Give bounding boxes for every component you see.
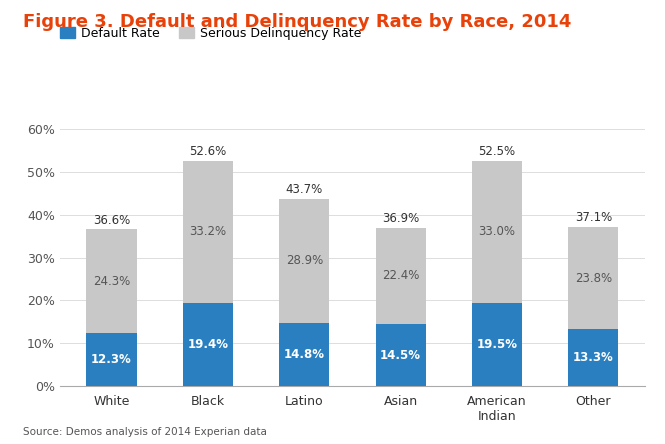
Text: 14.8%: 14.8% xyxy=(284,348,325,361)
Text: 23.8%: 23.8% xyxy=(575,272,612,285)
Bar xyxy=(569,329,618,386)
Bar xyxy=(279,323,329,386)
Text: 14.5%: 14.5% xyxy=(380,349,421,362)
Bar xyxy=(376,324,426,386)
Text: 33.0%: 33.0% xyxy=(479,225,515,238)
Bar xyxy=(376,228,426,324)
Bar xyxy=(569,227,618,329)
Bar xyxy=(472,303,522,386)
Text: 52.6%: 52.6% xyxy=(190,145,227,158)
Text: 24.3%: 24.3% xyxy=(93,275,130,288)
Text: 19.4%: 19.4% xyxy=(188,338,228,351)
Text: 12.3%: 12.3% xyxy=(91,353,132,366)
Bar xyxy=(86,333,136,386)
Bar xyxy=(183,161,233,303)
Bar xyxy=(279,199,329,323)
Text: Source: Demos analysis of 2014 Experian data: Source: Demos analysis of 2014 Experian … xyxy=(23,427,267,437)
Bar xyxy=(183,303,233,386)
Text: Figure 3. Default and Delinquency Rate by Race, 2014: Figure 3. Default and Delinquency Rate b… xyxy=(23,13,572,32)
Text: 28.9%: 28.9% xyxy=(286,254,323,267)
Text: 36.6%: 36.6% xyxy=(93,214,130,226)
Bar xyxy=(86,229,136,333)
Text: 13.3%: 13.3% xyxy=(573,351,614,364)
Text: 22.4%: 22.4% xyxy=(382,270,420,282)
Text: 36.9%: 36.9% xyxy=(382,212,419,226)
Bar xyxy=(472,161,522,303)
Text: 43.7%: 43.7% xyxy=(286,183,323,196)
Text: 19.5%: 19.5% xyxy=(477,338,517,351)
Text: 52.5%: 52.5% xyxy=(478,145,515,159)
Text: 33.2%: 33.2% xyxy=(190,225,227,238)
Text: 37.1%: 37.1% xyxy=(575,211,612,225)
Legend: Default Rate, Serious Delinquency Rate: Default Rate, Serious Delinquency Rate xyxy=(61,27,362,40)
